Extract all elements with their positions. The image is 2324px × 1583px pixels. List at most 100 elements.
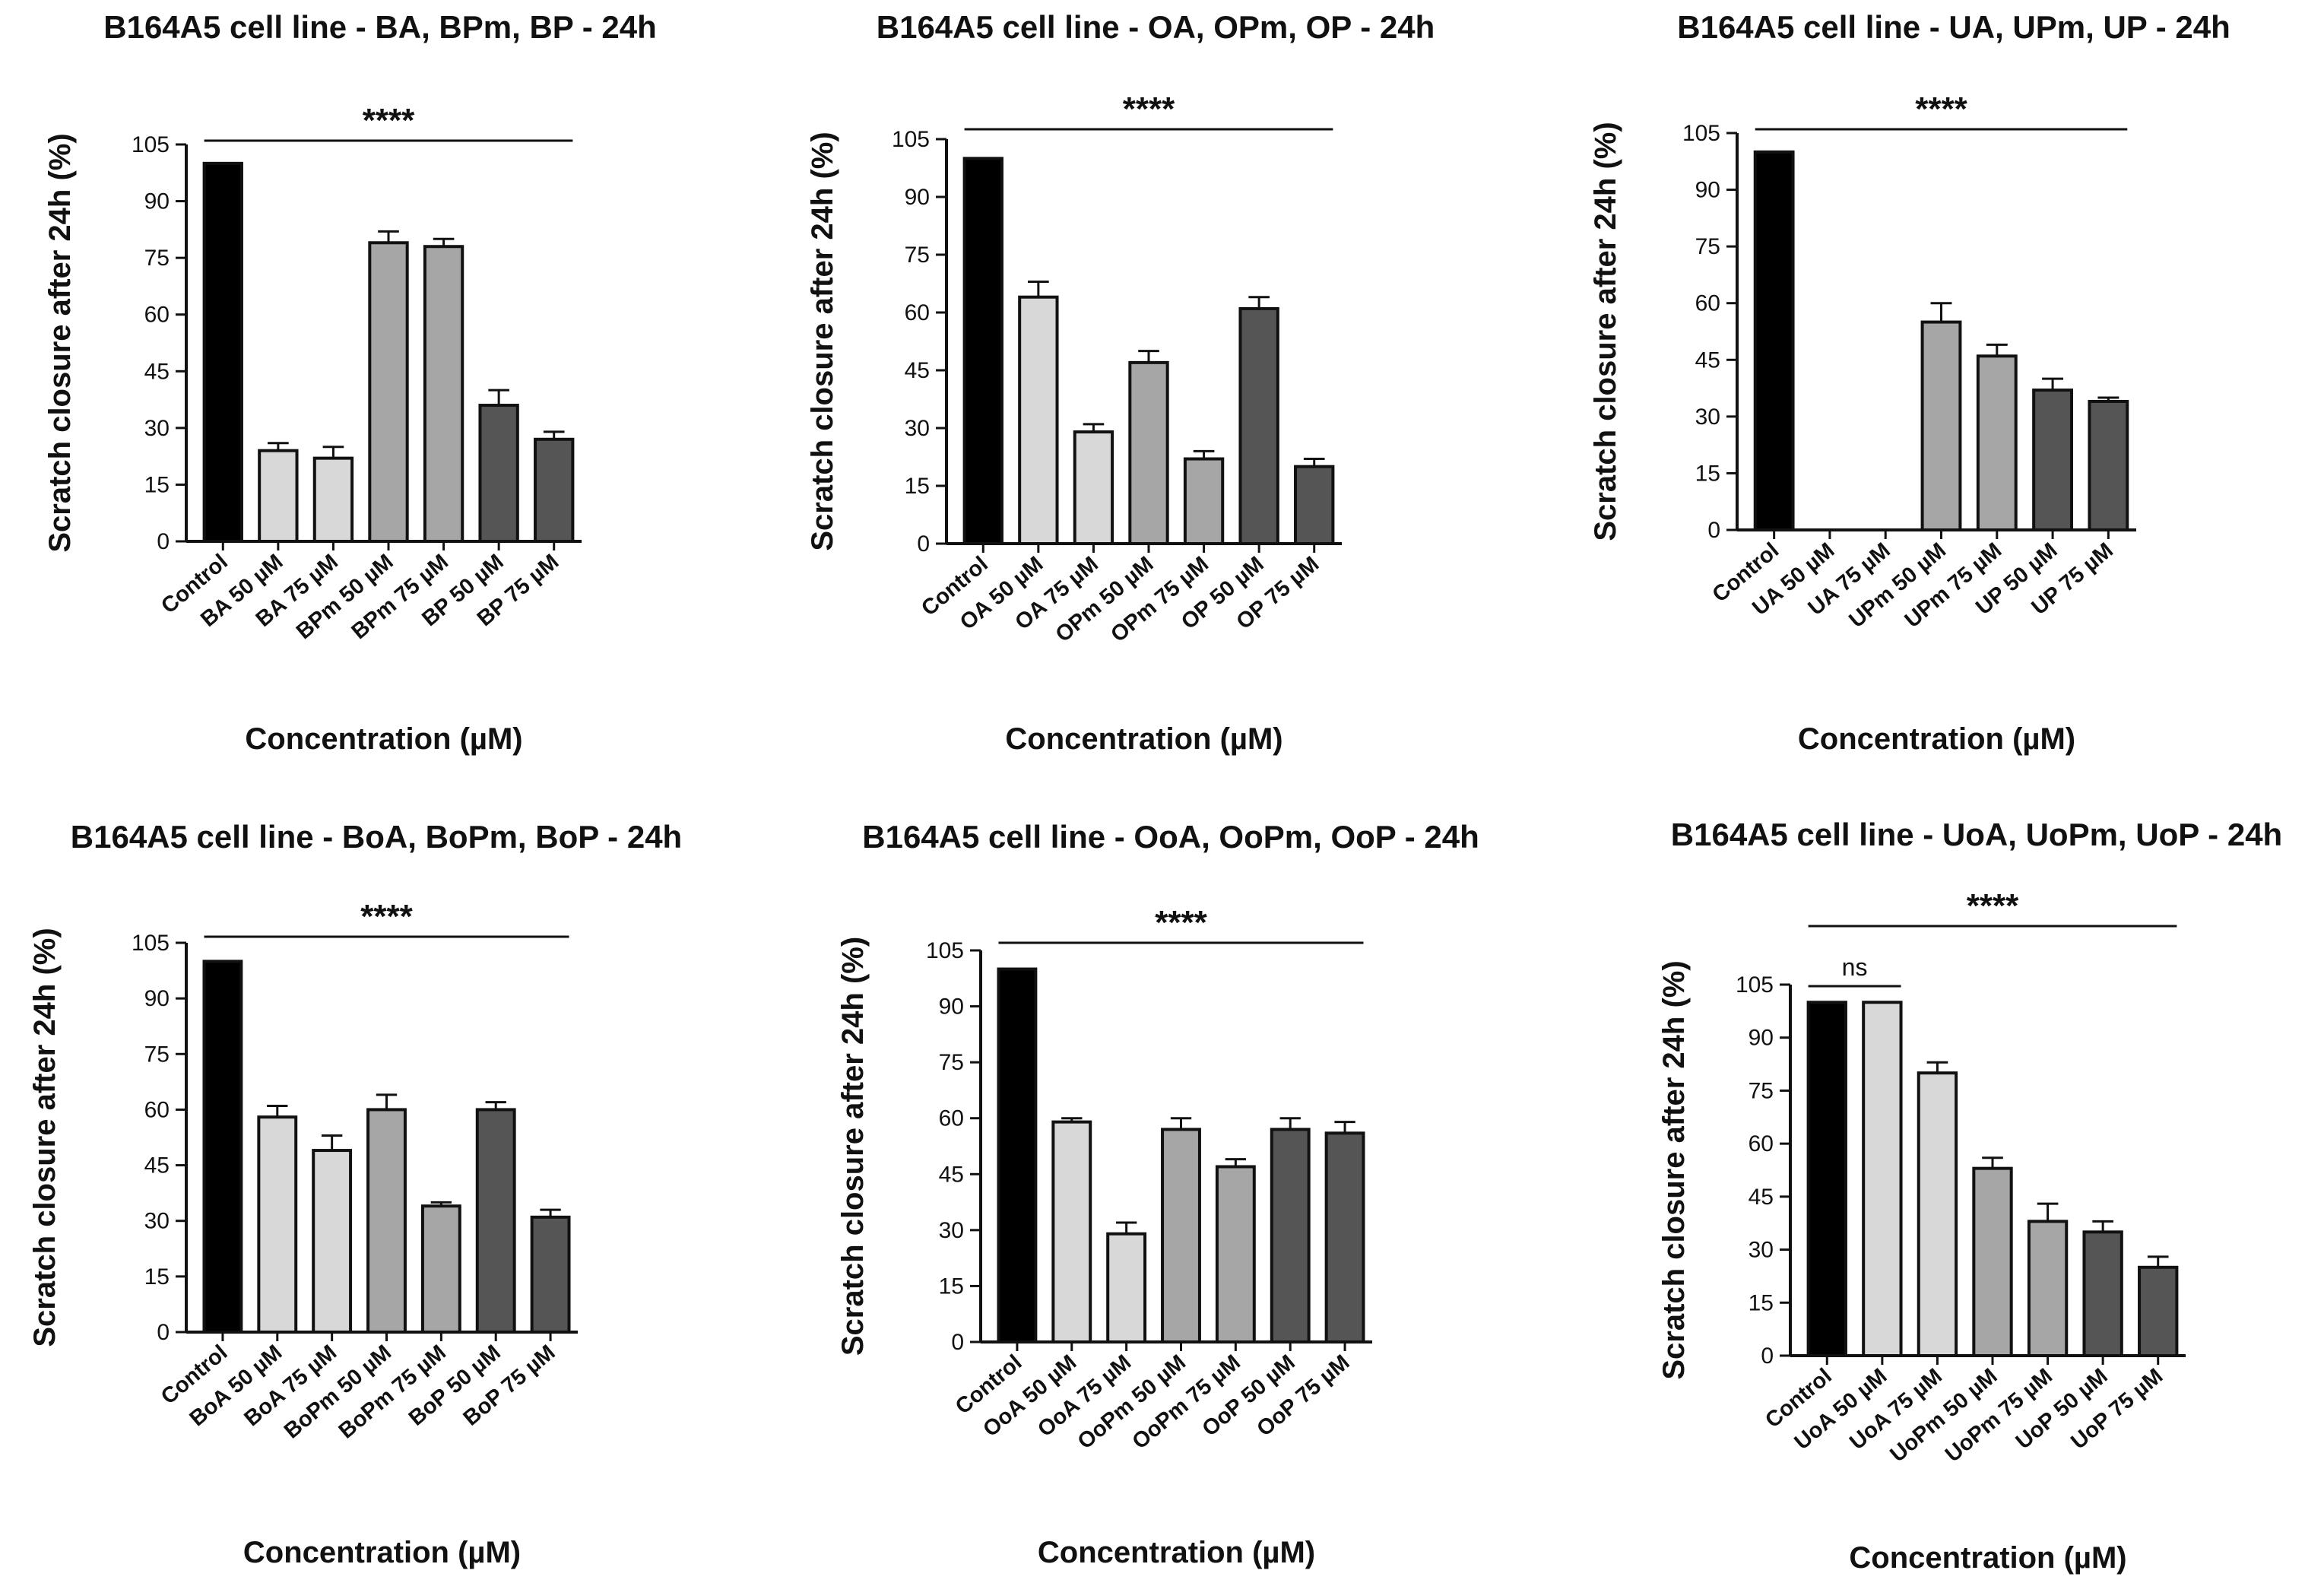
significance-label: **** [1967,887,2019,925]
y-tick-label: 105 [132,132,170,157]
y-tick-label: 75 [1695,234,1720,259]
y-tick-label: 45 [1695,347,1720,373]
y-tick-label: 45 [1749,1185,1774,1210]
y-axis-label: Scratch closure after 24h (%) [43,133,77,552]
chart-panel-6: B164A5 cell line - UoA, UoPm, UoP - 24h S… [1657,817,2282,1575]
bar [312,456,354,544]
y-tick-label: 105 [1736,972,1774,998]
y-tick-label: 15 [1749,1290,1774,1315]
y-tick-label: 30 [144,416,170,441]
y-tick-label: 75 [905,243,930,268]
chart-panel-2: B164A5 cell line - OA, OPm, OP - 24h Scra… [806,9,1435,756]
x-axis-label: Concentration (µM) [1849,1541,2126,1575]
bar [1238,306,1279,545]
bar [202,161,243,543]
chart-title: B164A5 cell line - BA, BPm, BP - 24h [103,9,656,45]
bar [1051,1120,1092,1343]
y-tick-label: 90 [144,986,170,1011]
bar [366,1108,407,1334]
y-tick-label: 0 [157,1320,170,1345]
bar [2138,1265,2179,1358]
y-tick-label: 75 [939,1050,964,1075]
y-tick-label: 45 [144,359,170,384]
y-tick-label: 30 [905,416,930,441]
x-axis-label: Concentration (µM) [243,1536,521,1569]
y-axis-label: Scratch closure after 24h (%) [1589,122,1622,541]
chart-title: B164A5 cell line - OoA, OoPm, OoP - 24h [862,819,1479,855]
bar [1294,465,1335,546]
y-tick-label: 60 [905,300,930,325]
y-tick-label: 0 [1761,1343,1774,1369]
y-tick-label: 30 [1695,404,1720,430]
y-tick-label: 0 [1707,518,1720,543]
bar [420,1204,461,1334]
y-tick-label: 90 [905,185,930,210]
bar [530,1215,571,1334]
chart-panel-1: B164A5 cell line - BA, BPm, BP - 24h Scra… [43,9,657,756]
chart-panel-5: B164A5 cell line - OoA, OoPm, OoP - 24h S… [836,819,1479,1569]
y-tick-label: 30 [1749,1238,1774,1263]
significance-label: **** [1123,90,1175,128]
bar [368,241,409,543]
bar [1753,150,1795,531]
y-tick-label: 105 [132,931,170,956]
y-tick-label: 0 [951,1330,964,1355]
y-tick-label: 90 [1695,178,1720,203]
significance-label: **** [1155,904,1207,941]
y-tick-label: 15 [144,472,170,497]
chart-title: B164A5 cell line - BoA, BoPm, BoP - 24h [71,819,682,855]
y-tick-label: 30 [939,1218,964,1243]
significance-label: ns [1842,953,1868,981]
y-tick-label: 75 [144,1042,170,1067]
y-tick-label: 105 [926,938,964,963]
y-tick-label: 30 [144,1209,170,1234]
chart-panel-4: B164A5 cell line - BoA, BoPm, BoP - 24h S… [28,819,682,1569]
y-axis-label: Scratch closure after 24h (%) [1657,960,1691,1379]
y-tick-label: 90 [1749,1026,1774,1051]
bar [1270,1128,1311,1344]
bar [534,437,575,543]
chart-title: B164A5 cell line - OA, OPm, OP - 24h [877,9,1435,45]
y-tick-label: 0 [917,531,930,557]
bar [202,960,243,1334]
y-tick-label: 15 [939,1274,964,1299]
y-tick-label: 15 [144,1264,170,1290]
y-axis-label: Scratch closure after 24h (%) [806,132,839,550]
y-tick-label: 90 [939,995,964,1020]
bar [1106,1232,1147,1344]
bar [2088,399,2129,531]
y-tick-label: 105 [1682,121,1720,146]
chart-title: B164A5 cell line - UA, UPm, UP - 24h [1677,9,2230,45]
significance-label: **** [363,102,415,139]
chart-panel-3: B164A5 cell line - UA, UPm, UP - 24h Scra… [1589,9,2230,756]
y-tick-label: 60 [939,1106,964,1131]
bar [1215,1165,1256,1343]
y-tick-label: 0 [157,529,170,554]
y-tick-label: 60 [1695,291,1720,316]
y-tick-label: 60 [144,1097,170,1122]
y-tick-label: 75 [1749,1078,1774,1103]
significance-label: **** [360,898,413,935]
significance-label: **** [1915,90,1967,128]
y-tick-label: 45 [144,1153,170,1179]
bar [1128,360,1169,545]
y-tick-label: 60 [144,303,170,328]
bar [257,1115,298,1334]
bar [478,404,519,543]
bar [1073,430,1114,545]
y-tick-label: 105 [892,127,930,152]
chart-title: B164A5 cell line - UoA, UoPm, UoP - 24h [1671,817,2282,852]
bar [1806,1001,1847,1357]
bar [1018,295,1059,545]
x-axis-label: Concentration (µM) [245,722,522,756]
bar [1917,1071,1958,1357]
bar [1920,320,1962,531]
y-tick-label: 75 [144,246,170,271]
bar [1972,1166,2013,1357]
x-axis-label: Concentration (µM) [1005,722,1282,756]
x-axis-label: Concentration (µM) [1798,722,2075,756]
bar [997,967,1038,1343]
y-tick-label: 90 [144,189,170,214]
bar [423,245,464,543]
